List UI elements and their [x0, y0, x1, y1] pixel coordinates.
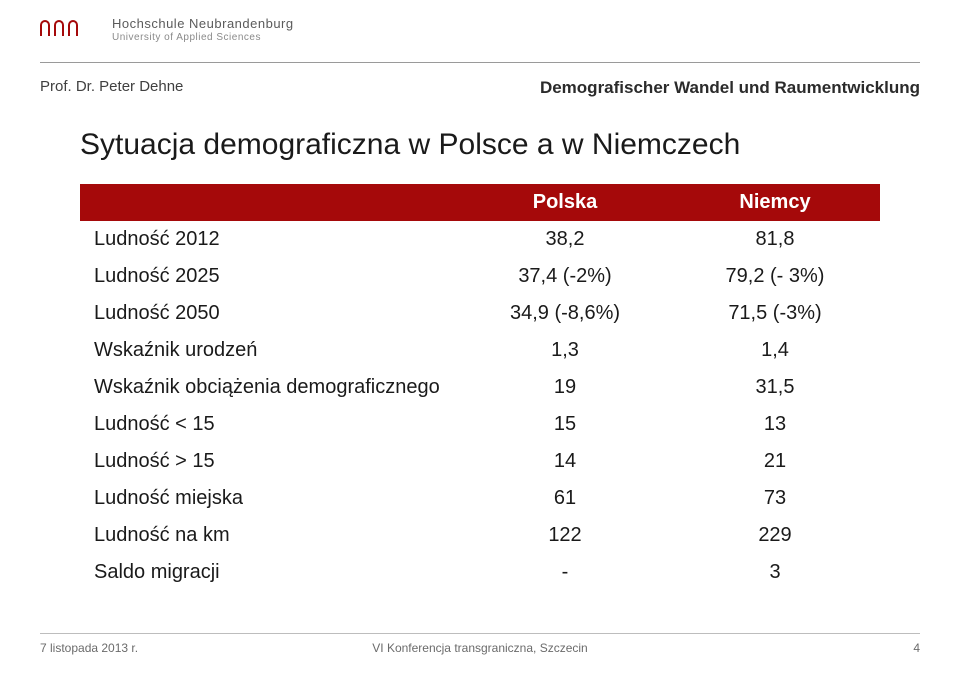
table-row: Ludność na km122229 [80, 517, 880, 554]
logo-arches-icon [40, 18, 78, 36]
university-name-line2: University of Applied Sciences [112, 32, 294, 43]
university-name: Hochschule Neubrandenburg University of … [112, 16, 294, 43]
row-value-polska: 14 [460, 443, 670, 480]
header: Hochschule Neubrandenburg University of … [40, 18, 920, 68]
table-row: Ludność > 151421 [80, 443, 880, 480]
row-value-niemcy: 71,5 (-3%) [670, 295, 880, 332]
row-label: Ludność < 15 [80, 406, 460, 443]
row-label: Ludność na km [80, 517, 460, 554]
row-label: Ludność 2025 [80, 258, 460, 295]
footer: 7 listopada 2013 r. VI Konferencja trans… [40, 633, 920, 663]
row-value-polska: 1,3 [460, 332, 670, 369]
slide-page: Hochschule Neubrandenburg University of … [0, 0, 960, 673]
row-label: Wskaźnik urodzeń [80, 332, 460, 369]
table-header-polska: Polska [460, 184, 670, 221]
row-value-niemcy: 3 [670, 554, 880, 591]
row-value-niemcy: 229 [670, 517, 880, 554]
table-row: Ludność 201238,281,8 [80, 221, 880, 258]
row-value-niemcy: 73 [670, 480, 880, 517]
table-row: Ludność 205034,9 (-8,6%)71,5 (-3%) [80, 295, 880, 332]
row-value-polska: 122 [460, 517, 670, 554]
table-header-niemcy: Niemcy [670, 184, 880, 221]
row-label: Saldo migracji [80, 554, 460, 591]
row-value-niemcy: 13 [670, 406, 880, 443]
university-name-line1: Hochschule Neubrandenburg [112, 16, 294, 31]
table-row: Wskaźnik obciążenia demograficznego1931,… [80, 369, 880, 406]
demographics-table: Polska Niemcy Ludność 201238,281,8Ludnoś… [80, 184, 880, 591]
table-row: Saldo migracji-3 [80, 554, 880, 591]
footer-divider [40, 633, 920, 634]
row-label: Ludność > 15 [80, 443, 460, 480]
table-row: Ludność < 151513 [80, 406, 880, 443]
row-label: Wskaźnik obciążenia demograficznego [80, 369, 460, 406]
row-value-polska: 61 [460, 480, 670, 517]
row-value-niemcy: 31,5 [670, 369, 880, 406]
table-row: Ludność miejska6173 [80, 480, 880, 517]
footer-page-number: 4 [913, 641, 920, 655]
author-name: Prof. Dr. Peter Dehne [40, 78, 183, 95]
footer-event: VI Konferencja transgraniczna, Szczecin [40, 641, 920, 655]
row-label: Ludność 2050 [80, 295, 460, 332]
row-value-niemcy: 79,2 (- 3%) [670, 258, 880, 295]
row-value-polska: 34,9 (-8,6%) [460, 295, 670, 332]
row-value-niemcy: 1,4 [670, 332, 880, 369]
row-value-polska: 37,4 (-2%) [460, 258, 670, 295]
row-value-polska: 38,2 [460, 221, 670, 258]
table-row: Ludność 202537,4 (-2%)79,2 (- 3%) [80, 258, 880, 295]
sub-header: Prof. Dr. Peter Dehne Demografischer Wan… [40, 78, 920, 96]
row-value-niemcy: 21 [670, 443, 880, 480]
row-value-polska: 19 [460, 369, 670, 406]
slide-title: Sytuacja demograficzna w Polsce a w Niem… [80, 128, 740, 162]
row-value-polska: 15 [460, 406, 670, 443]
header-divider [40, 62, 920, 63]
table-row: Wskaźnik urodzeń1,31,4 [80, 332, 880, 369]
table-header-row: Polska Niemcy [80, 184, 880, 221]
row-value-niemcy: 81,8 [670, 221, 880, 258]
presentation-topic: Demografischer Wandel und Raumentwicklun… [540, 78, 920, 98]
row-label: Ludność 2012 [80, 221, 460, 258]
university-logo [40, 18, 78, 36]
row-value-polska: - [460, 554, 670, 591]
table-header-blank [80, 184, 460, 221]
row-label: Ludność miejska [80, 480, 460, 517]
